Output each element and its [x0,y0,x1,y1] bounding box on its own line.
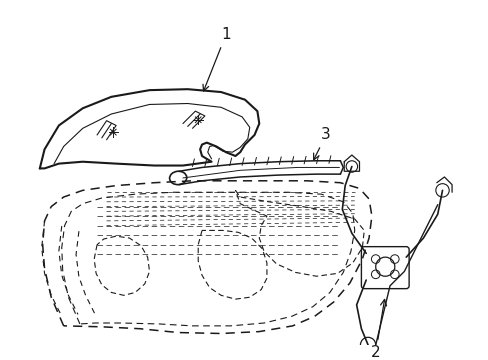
Text: 3: 3 [313,127,330,160]
Text: 2: 2 [370,300,386,360]
Text: 1: 1 [203,27,230,91]
